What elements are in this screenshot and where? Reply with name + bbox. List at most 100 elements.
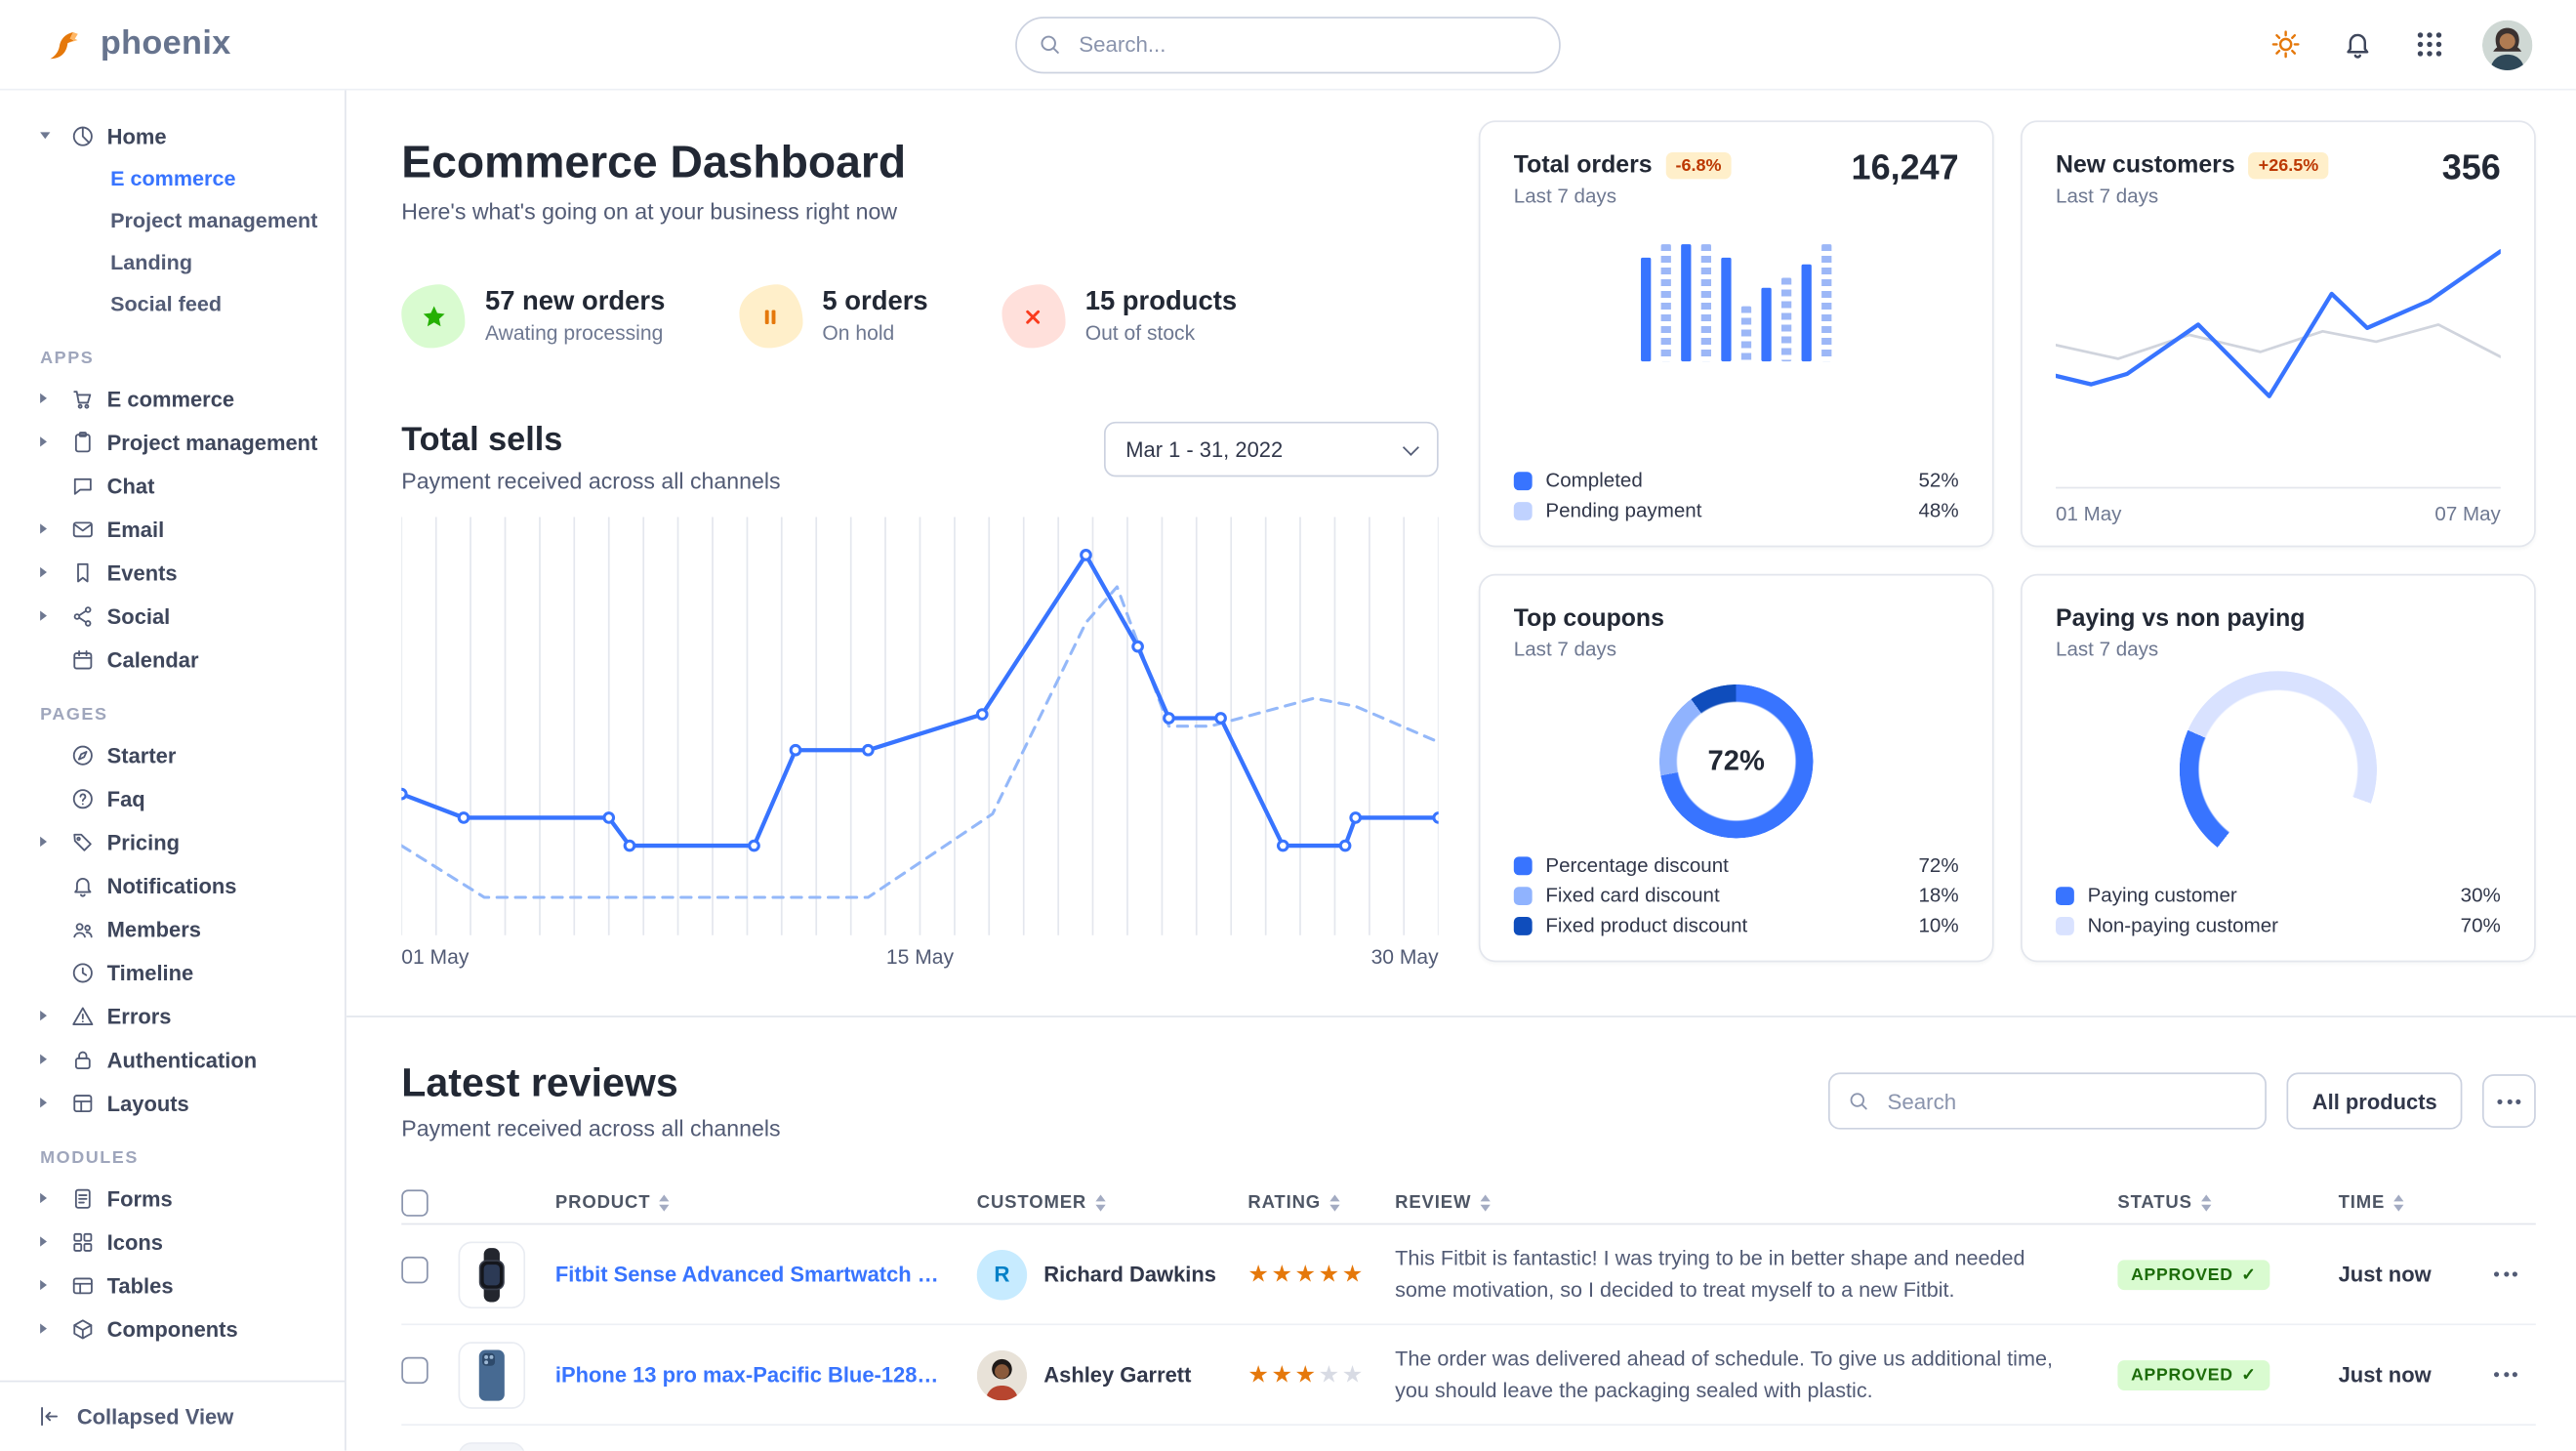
legend-item: Fixed card discount 18% xyxy=(1513,880,1959,910)
product-image[interactable] xyxy=(458,1240,526,1308)
star-empty-icon: ★ xyxy=(1341,1360,1366,1388)
smartwatch-product-image xyxy=(460,1242,524,1306)
stat-out-of-stock: 15 products Out of stock xyxy=(1002,284,1237,349)
caret-right-icon xyxy=(40,567,59,577)
new-customers-badge: +26.5% xyxy=(2248,151,2329,180)
page-title: Ecommerce Dashboard xyxy=(401,137,907,187)
total-sells-subtitle: Payment received across all channels xyxy=(401,468,781,494)
sidebar-subitem-label: Social feed xyxy=(110,292,223,316)
sidebar-item-label: Notifications xyxy=(106,872,237,898)
legend-item: Completed 52% xyxy=(1513,465,1959,495)
caret-right-icon xyxy=(40,1236,59,1246)
date-range-select[interactable]: Mar 1 - 31, 2022 xyxy=(1103,421,1439,477)
notifications-button[interactable] xyxy=(2339,25,2377,63)
column-header-time[interactable]: TIME xyxy=(2339,1192,2476,1213)
sidebar-item-e-commerce[interactable]: E commerce xyxy=(0,377,345,421)
reviews-search-input[interactable] xyxy=(1884,1086,2249,1116)
search-icon xyxy=(1041,35,1059,54)
total-orders-legend: Completed 52% Pending payment 48% xyxy=(1513,465,1959,525)
reviews-more-button[interactable] xyxy=(2481,1074,2536,1128)
sidebar-section-label: PAGES xyxy=(40,704,108,725)
sidebar-subitem-e-commerce[interactable]: E commerce xyxy=(0,157,345,199)
bar xyxy=(1801,265,1812,362)
sidebar-subitem-landing[interactable]: Landing xyxy=(0,241,345,283)
column-header-status[interactable]: STATUS xyxy=(2117,1192,2338,1213)
sidebar-item-pricing[interactable]: Pricing xyxy=(0,820,345,864)
review-time: Just now xyxy=(2338,1262,2432,1287)
star-filled-icon: ★ xyxy=(1294,1360,1319,1388)
product-image[interactable] xyxy=(458,1441,526,1451)
row-more-button[interactable] xyxy=(2475,1271,2536,1277)
sidebar-subitem-project-management[interactable]: Project management xyxy=(0,199,345,241)
pause-icon xyxy=(764,309,776,324)
select-all-checkbox[interactable] xyxy=(401,1188,429,1216)
column-header-rating[interactable]: RATING xyxy=(1247,1192,1395,1213)
sidebar-nav: Home E commerce Project management Landing S… xyxy=(0,114,345,1350)
sidebar-item-authentication[interactable]: Authentication xyxy=(0,1037,345,1081)
theme-toggle-button[interactable] xyxy=(2267,25,2305,63)
product-image[interactable] xyxy=(458,1341,526,1408)
caret-down-icon xyxy=(40,132,59,139)
row-checkbox[interactable] xyxy=(401,1256,429,1284)
review-row: iPhone 13 pro max-Pacific Blue-128GB sto… xyxy=(401,1325,2536,1426)
sidebar-item-components[interactable]: Components xyxy=(0,1306,345,1350)
mail-icon xyxy=(72,520,93,537)
customer-cell: R Richard Dawkins xyxy=(976,1249,1248,1300)
review-time: Just now xyxy=(2338,1361,2432,1388)
all-products-button[interactable]: All products xyxy=(2287,1072,2463,1130)
latest-reviews-section: Latest reviews Payment received across a… xyxy=(347,1017,2576,1451)
topbar: phoenix xyxy=(0,0,2576,91)
sidebar-item-notifications[interactable]: Notifications xyxy=(0,863,345,907)
sidebar-item-calendar[interactable]: Calendar xyxy=(0,638,345,682)
column-header-review[interactable]: REVIEW xyxy=(1395,1192,2117,1213)
total-sells-title: Total sells xyxy=(401,421,563,459)
search-input[interactable] xyxy=(1075,29,1539,59)
sidebar-item-label: Chat xyxy=(106,473,155,498)
sidebar-item-home[interactable]: Home xyxy=(0,114,345,158)
legend-label: Percentage discount xyxy=(1545,852,1729,877)
box-icon xyxy=(73,1318,93,1339)
sidebar-item-timeline[interactable]: Timeline xyxy=(0,950,345,994)
collapsed-view-button[interactable]: Collapsed View xyxy=(0,1380,346,1451)
sidebar-item-starter[interactable]: Starter xyxy=(0,733,345,777)
sidebar-subitem-social-feed[interactable]: Social feed xyxy=(0,283,345,325)
sidebar-item-errors[interactable]: Errors xyxy=(0,994,345,1038)
star-empty-icon: ★ xyxy=(1318,1360,1342,1388)
sidebar-item-icons[interactable]: Icons xyxy=(0,1220,345,1264)
page-subtitle: Here's what's going on at your business … xyxy=(401,198,898,225)
sidebar-item-forms[interactable]: Forms xyxy=(0,1177,345,1221)
bar xyxy=(1780,276,1792,362)
column-header-customer[interactable]: CUSTOMER xyxy=(977,1192,1248,1213)
sidebar-item-events[interactable]: Events xyxy=(0,551,345,595)
star-filled-icon: ★ xyxy=(1247,1260,1272,1287)
sidebar-item-members[interactable]: Members xyxy=(0,907,345,951)
top-coupons-donut-chart xyxy=(1658,684,1814,839)
column-header-product[interactable]: PRODUCT xyxy=(555,1192,977,1213)
top-coupons-legend: Percentage discount 72% Fixed card discoun… xyxy=(1513,850,1959,941)
row-more-button[interactable] xyxy=(2475,1372,2536,1378)
pie-chart-icon xyxy=(72,125,93,145)
apps-grid-button[interactable] xyxy=(2410,25,2448,63)
sort-icon xyxy=(1329,1194,1339,1211)
sun-icon xyxy=(2271,30,2300,59)
sidebar-item-project-management[interactable]: Project management xyxy=(0,420,345,464)
product-link[interactable]: iPhone 13 pro max-Pacific Blue-128GB sto… xyxy=(554,1361,977,1388)
sidebar-item-email[interactable]: Email xyxy=(0,507,345,551)
sidebar-item-label: Icons xyxy=(106,1228,163,1255)
sidebar-item-social[interactable]: Social xyxy=(0,594,345,638)
question-icon xyxy=(72,788,93,808)
sidebar-item-tables[interactable]: Tables xyxy=(0,1264,345,1307)
sidebar-item-chat[interactable]: Chat xyxy=(0,464,345,508)
caret-right-icon xyxy=(40,523,59,533)
brand[interactable]: phoenix xyxy=(44,22,231,66)
sidebar-item-faq[interactable]: Faq xyxy=(0,776,345,820)
compass-icon xyxy=(72,744,93,765)
sidebar-item-label: Forms xyxy=(106,1185,173,1211)
user-avatar[interactable] xyxy=(2481,19,2533,70)
row-checkbox[interactable] xyxy=(401,1356,429,1385)
product-link[interactable]: Fitbit Sense Advanced Smartwatch with To… xyxy=(554,1262,977,1287)
collapsed-view-label: Collapsed View xyxy=(76,1403,234,1430)
sidebar-item-layouts[interactable]: Layouts xyxy=(0,1081,345,1125)
legend-label: Completed xyxy=(1545,468,1643,492)
